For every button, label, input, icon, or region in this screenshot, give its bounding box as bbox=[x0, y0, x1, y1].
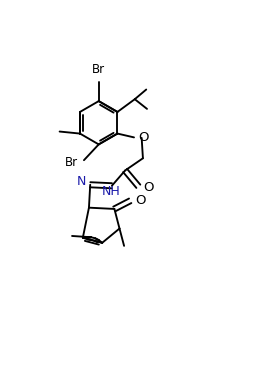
Text: N: N bbox=[76, 175, 86, 188]
Text: NH: NH bbox=[102, 185, 121, 198]
Text: Br: Br bbox=[65, 156, 78, 169]
Text: O: O bbox=[143, 180, 153, 193]
Text: O: O bbox=[138, 131, 148, 144]
Text: Br: Br bbox=[92, 64, 105, 77]
Text: O: O bbox=[135, 194, 145, 207]
